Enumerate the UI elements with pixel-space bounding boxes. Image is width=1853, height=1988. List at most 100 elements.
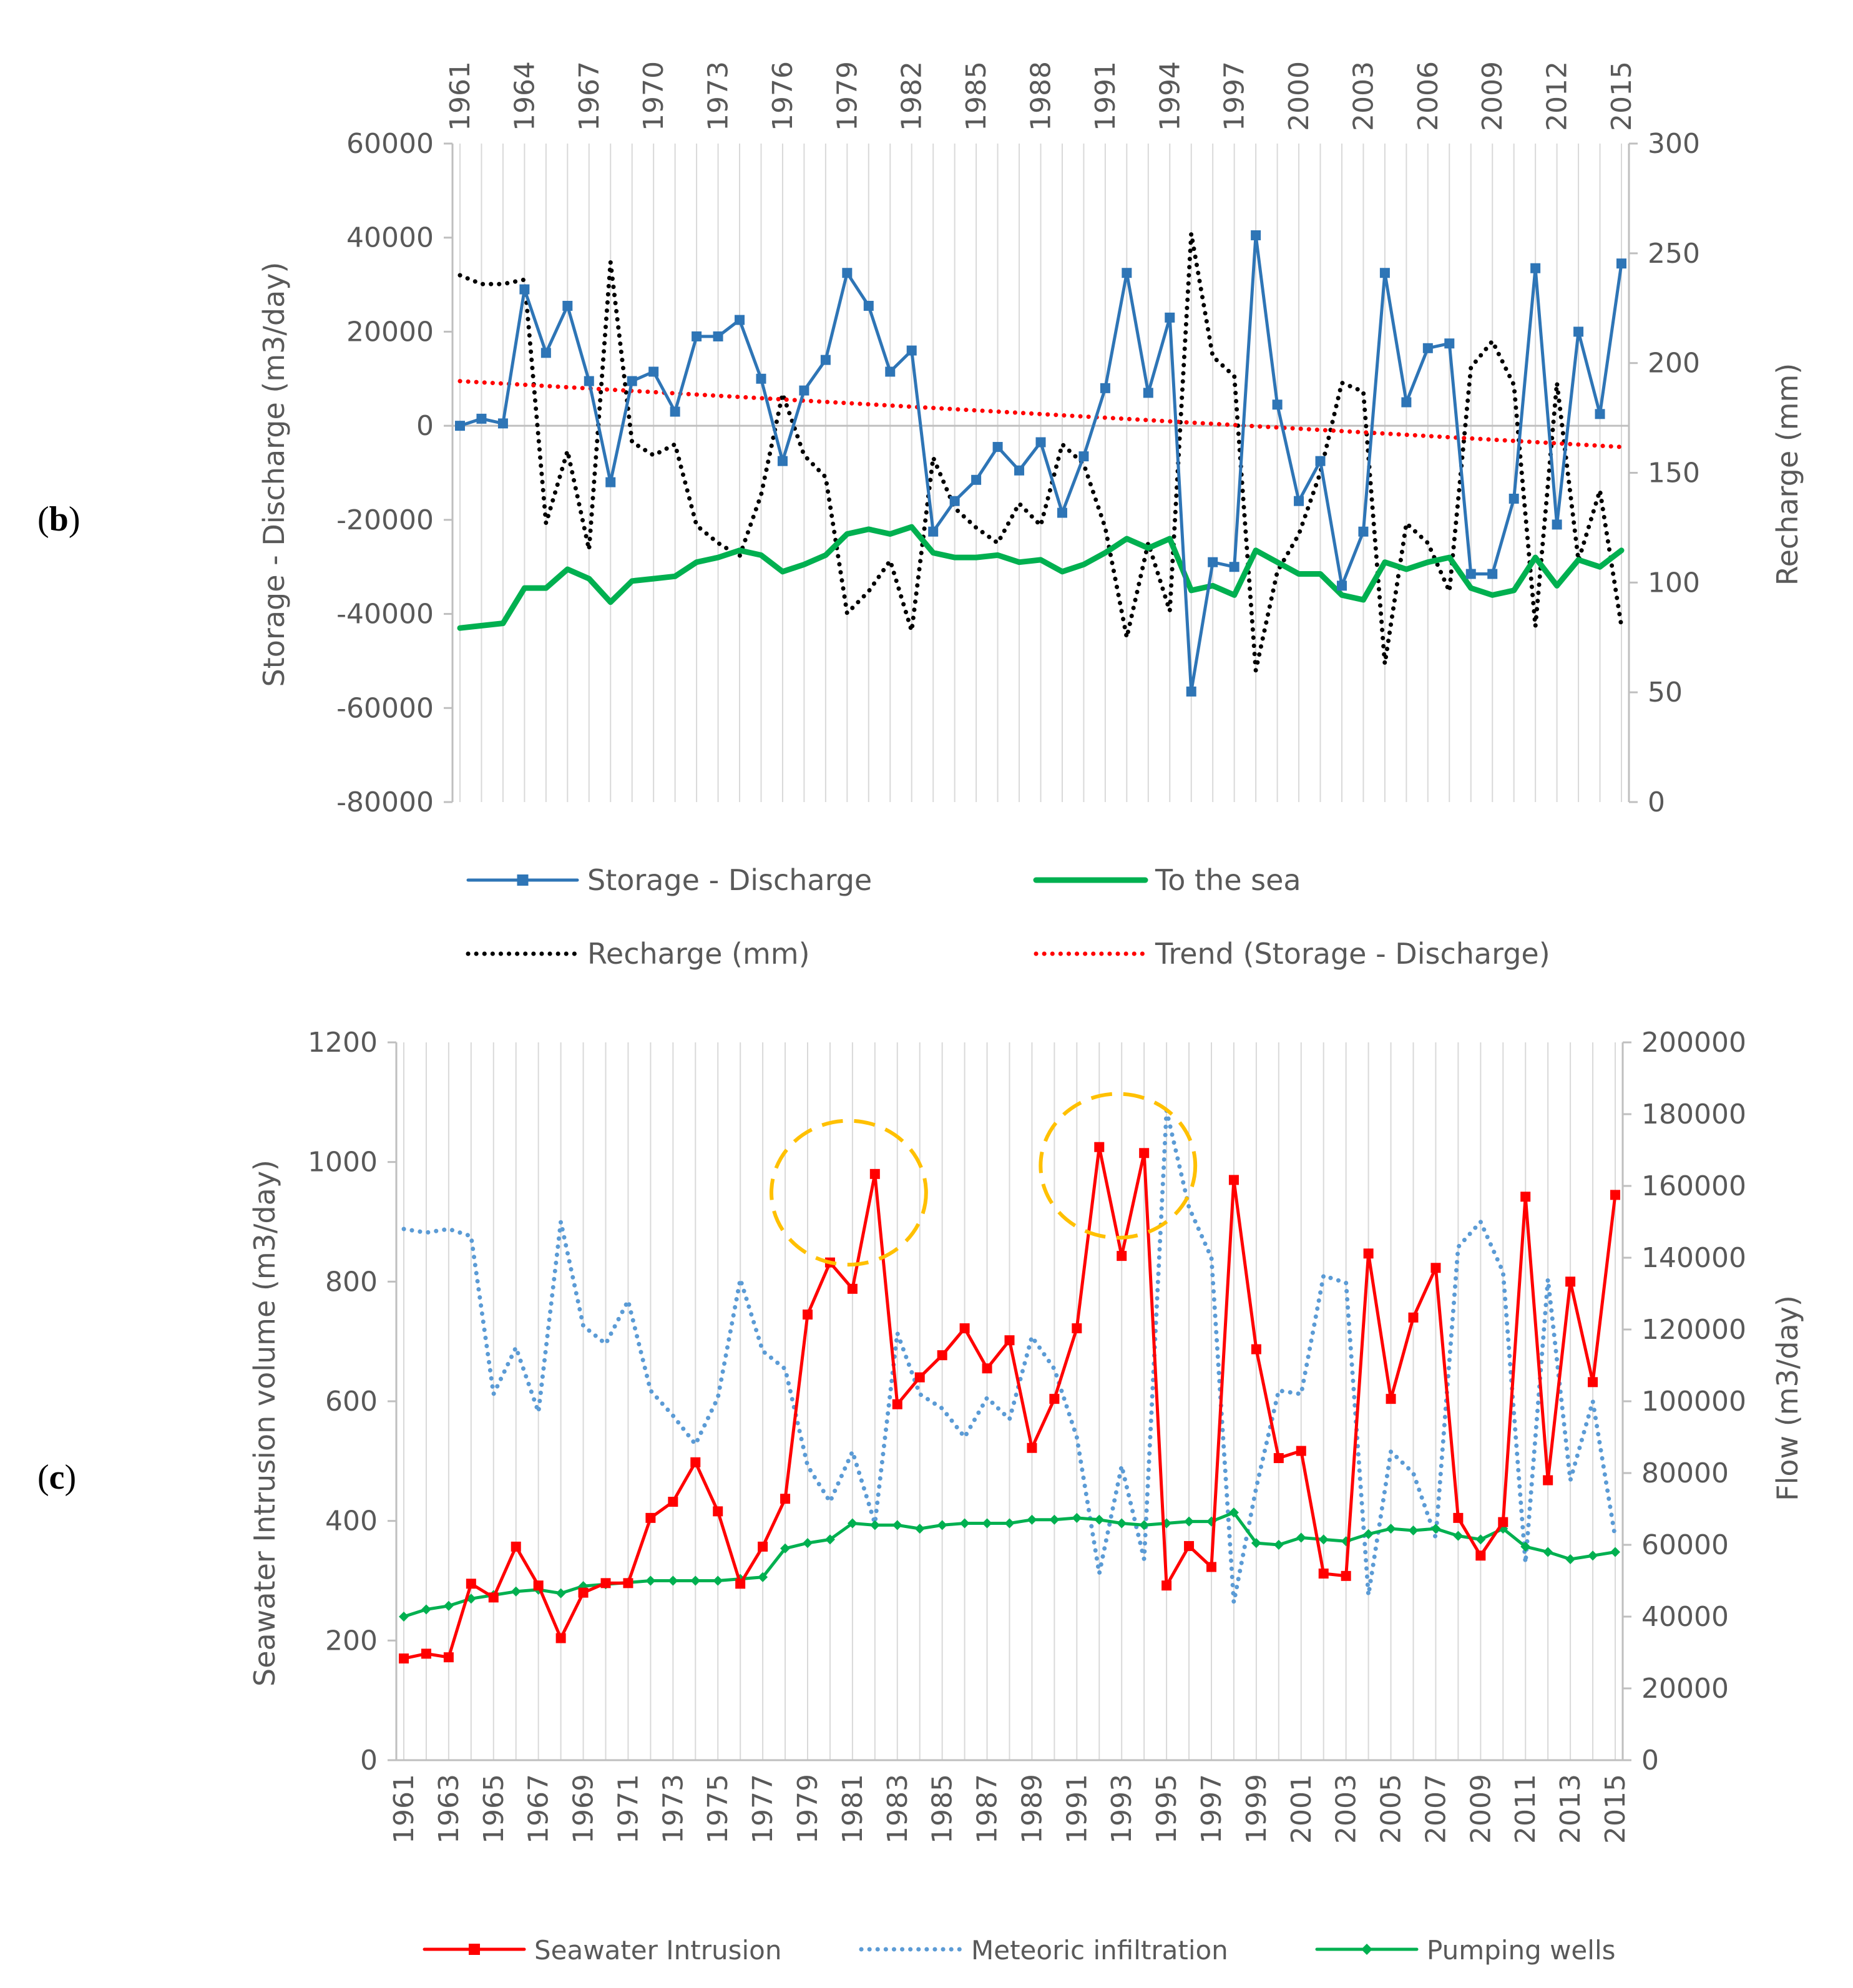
data-point-1982	[869, 1168, 880, 1179]
data-point-2001	[1315, 456, 1326, 466]
data-point-2008	[1453, 1512, 1464, 1523]
x-tick-label: 1961	[388, 1774, 420, 1844]
data-point-1985	[937, 1350, 947, 1361]
legend-marker	[1361, 1944, 1372, 1955]
panel-b-chart: (b) 1961 1964 1967 1970 1973 1976 1979 1982 1985…	[37, 61, 1804, 971]
data-point-1998	[1228, 1175, 1239, 1185]
right-tick-label: 20000	[1641, 1673, 1729, 1705]
x-tick-label: 1967	[574, 61, 605, 131]
panel-b-right-tick-labels: 0 50 100 150 200 250 300	[1648, 128, 1700, 818]
data-point-1963	[443, 1652, 454, 1663]
data-point-1978	[780, 1494, 791, 1504]
x-tick-label: 1973	[657, 1774, 689, 1844]
data-point-1985	[937, 1520, 947, 1530]
x-tick-label: 1989	[1016, 1774, 1048, 1844]
data-point-2012	[1543, 1547, 1553, 1557]
series-trend-storage-discharge	[457, 379, 1624, 449]
x-tick-label: 1975	[702, 1774, 734, 1844]
data-point-1967	[584, 376, 594, 386]
panel-b-legend: Storage - Discharge To the sea Recharge (m…	[466, 863, 1550, 971]
data-point-1961	[399, 1612, 409, 1622]
left-tick-label: 800	[325, 1266, 378, 1298]
data-point-1975	[713, 1506, 723, 1517]
data-point-1965	[540, 348, 551, 358]
series-to-the-sea	[457, 524, 1625, 631]
data-point-2006	[1408, 1312, 1419, 1323]
x-tick-label: 2015	[1600, 1774, 1631, 1844]
left-tick-label: 600	[325, 1386, 378, 1418]
data-point-1970	[600, 1578, 611, 1589]
data-point-1986	[959, 1518, 970, 1529]
data-point-1999	[1251, 1538, 1261, 1549]
data-point-1989	[1027, 1514, 1037, 1525]
data-point-2006	[1408, 1525, 1419, 1535]
x-tick-label: 1982	[896, 61, 928, 131]
panel-b-gridlines	[459, 144, 1622, 802]
right-tick-label: 150	[1648, 458, 1700, 489]
data-point-2011	[1520, 1541, 1531, 1552]
data-point-1983	[928, 526, 939, 537]
data-point-1996	[1208, 557, 1218, 567]
data-point-1968	[555, 1588, 566, 1599]
legend-label: Storage - Discharge	[587, 863, 872, 897]
x-tick-label: 2009	[1477, 61, 1508, 131]
x-tick-label: 1981	[837, 1774, 869, 1844]
legend-label: Pumping wells	[1427, 1935, 1616, 1966]
data-point-1968	[605, 477, 616, 487]
data-point-1996	[1184, 1516, 1195, 1527]
x-tick-label: 2007	[1420, 1774, 1452, 1844]
legend-item-pumping-wells: Pumping wells	[1315, 1935, 1616, 1966]
left-tick-label: 60000	[346, 128, 434, 160]
data-point-1997	[1206, 1562, 1216, 1572]
data-point-2000	[1294, 496, 1304, 506]
data-point-2014	[1595, 409, 1605, 419]
data-point-1994	[1139, 1520, 1150, 1530]
data-point-1983	[892, 1520, 902, 1530]
data-point-1991	[1072, 1323, 1082, 1334]
data-point-2004	[1379, 268, 1390, 278]
panel-c-left-tick-labels: 0 200 400 600 800 1000 1200	[308, 1027, 378, 1776]
data-point-1975	[756, 373, 766, 384]
data-point-2014	[1588, 1377, 1598, 1388]
data-point-2011	[1520, 1192, 1531, 1202]
data-point-1961	[399, 1653, 409, 1664]
data-point-1984	[914, 1524, 925, 1534]
data-point-1972	[645, 1512, 656, 1523]
right-tick-label: 50	[1648, 677, 1683, 708]
left-tick-label: 200	[325, 1625, 378, 1657]
annotation-circle-2	[1039, 1092, 1198, 1240]
data-point-2015	[1610, 1547, 1620, 1557]
left-tick-label: 20000	[346, 316, 434, 348]
right-tick-label: 0	[1648, 786, 1665, 818]
x-tick-label: 1970	[638, 61, 670, 131]
right-tick-label: 140000	[1641, 1242, 1746, 1274]
data-point-1987	[1014, 465, 1025, 476]
data-point-1998	[1251, 230, 1261, 240]
data-point-2004	[1363, 1529, 1374, 1539]
data-point-1972	[692, 331, 702, 341]
left-tick-label: 40000	[346, 222, 434, 254]
data-point-1971	[670, 406, 680, 417]
data-point-1974	[690, 1575, 701, 1586]
data-point-1963	[443, 1600, 454, 1611]
data-point-2010	[1498, 1517, 1508, 1527]
data-point-1967	[533, 1580, 544, 1591]
data-point-1971	[623, 1578, 633, 1589]
x-tick-label: 1965	[478, 1774, 510, 1844]
data-point-2013	[1573, 326, 1584, 337]
x-tick-label: 1976	[767, 61, 799, 131]
data-point-1962	[421, 1604, 431, 1615]
panel-c-annotations	[770, 1092, 1198, 1267]
legend-item-trend-storage-discharge: Trend (Storage - Discharge)	[1034, 937, 1550, 971]
data-point-1978	[820, 355, 831, 365]
data-point-1986	[959, 1323, 970, 1334]
data-point-1994	[1139, 1148, 1150, 1158]
x-tick-label: 1999	[1241, 1774, 1273, 1844]
data-point-1987	[982, 1518, 992, 1529]
legend-item-storage-discharge: Storage - Discharge	[466, 863, 872, 897]
data-point-1972	[645, 1575, 656, 1586]
right-tick-label: 100000	[1641, 1386, 1746, 1418]
right-tick-label: 60000	[1641, 1529, 1729, 1561]
data-point-1996	[1184, 1540, 1195, 1551]
right-tick-label: 200000	[1641, 1027, 1746, 1059]
